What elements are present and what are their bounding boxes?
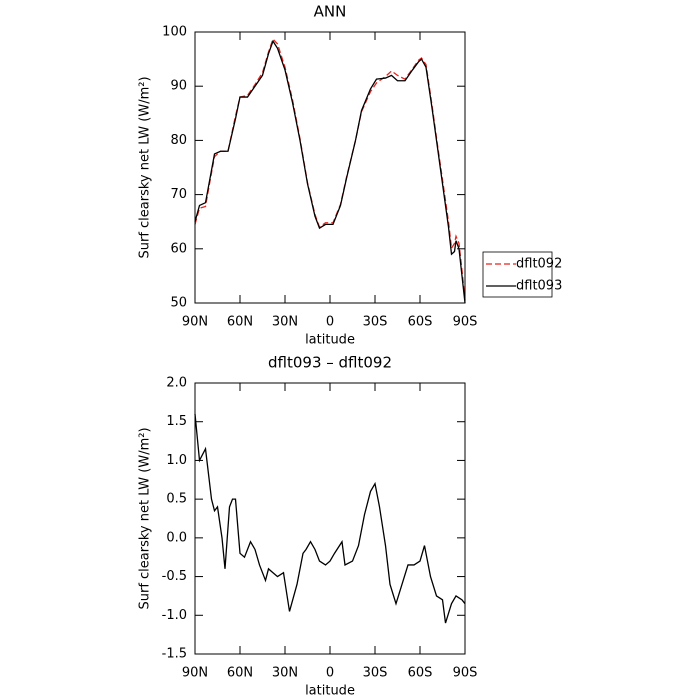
y-tick-label: 90: [170, 79, 187, 94]
y-tick-label: -1.5: [162, 647, 187, 662]
y-tick-label: 0.5: [166, 492, 187, 507]
legend-box: [482, 251, 553, 298]
y-tick-label: 1.0: [166, 453, 187, 468]
y-tick-label: 60: [170, 241, 187, 256]
plot-frame: [194, 31, 466, 304]
data-line: [194, 413, 466, 624]
legend-label: dflt093: [516, 279, 562, 294]
y-axis-label: Surf clearsky net LW (W/m²): [138, 427, 153, 609]
y-tick-label: 70: [170, 187, 187, 202]
y-tick-label: 2.0: [166, 376, 187, 391]
x-tick-label: 60S: [408, 315, 433, 330]
chart-title: ANN: [314, 3, 347, 21]
x-tick-label: 0: [326, 666, 334, 681]
x-axis-label: latitude: [305, 684, 355, 699]
x-tick-label: 30S: [363, 315, 388, 330]
data-line: [194, 39, 466, 304]
y-tick-label: -0.5: [162, 569, 187, 584]
x-tick-label: 30N: [272, 315, 298, 330]
legend-label: dflt092: [516, 257, 562, 272]
x-tick-label: 90S: [453, 315, 478, 330]
x-tick-label: 30S: [363, 666, 388, 681]
x-tick-label: 90N: [182, 315, 208, 330]
data-line: [194, 37, 466, 301]
y-tick-label: 80: [170, 133, 187, 148]
chart-title: dflt093 – dflt092: [268, 354, 392, 372]
x-tick-label: 90S: [453, 666, 478, 681]
y-tick-label: -1.0: [162, 608, 187, 623]
y-tick-label: 50: [170, 296, 187, 311]
y-tick-label: 1.5: [166, 414, 187, 429]
x-axis-label: latitude: [305, 333, 355, 348]
y-tick-label: 0.0: [166, 530, 187, 545]
x-tick-label: 90N: [182, 666, 208, 681]
y-tick-label: 100: [162, 25, 187, 40]
x-tick-label: 0: [326, 315, 334, 330]
x-tick-label: 60N: [227, 315, 253, 330]
x-tick-label: 60N: [227, 666, 253, 681]
x-tick-label: 60S: [408, 666, 433, 681]
x-tick-label: 30N: [272, 666, 298, 681]
y-axis-label: Surf clearsky net LW (W/m²): [138, 76, 153, 258]
plot-frame: [194, 382, 466, 655]
